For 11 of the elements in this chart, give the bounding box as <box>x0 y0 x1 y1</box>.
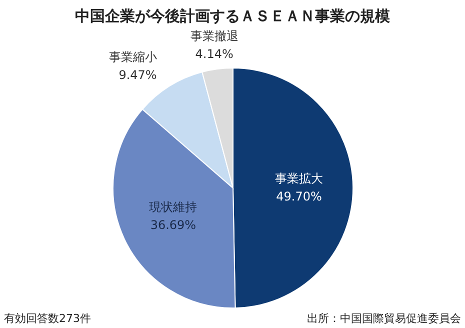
data-label: 36.69% <box>150 218 196 232</box>
text: 出所：中国国際貿易促進委員会 <box>307 312 461 325</box>
data-label: 9.47% <box>118 68 157 82</box>
slice-label: 事業撤退 <box>190 29 238 44</box>
chart-title: 中国企業が今後計画するＡＳＥＡＮ事業の規模 <box>75 7 391 25</box>
data-label: 49.70% <box>276 189 322 204</box>
slice-label: 事業縮小 <box>108 50 157 64</box>
text: 有効回答数273件 <box>4 312 91 325</box>
data-label: 4.14% <box>195 47 234 62</box>
slice-label: 現状維持 <box>149 200 198 214</box>
slice-label: 事業拡大 <box>274 171 323 186</box>
